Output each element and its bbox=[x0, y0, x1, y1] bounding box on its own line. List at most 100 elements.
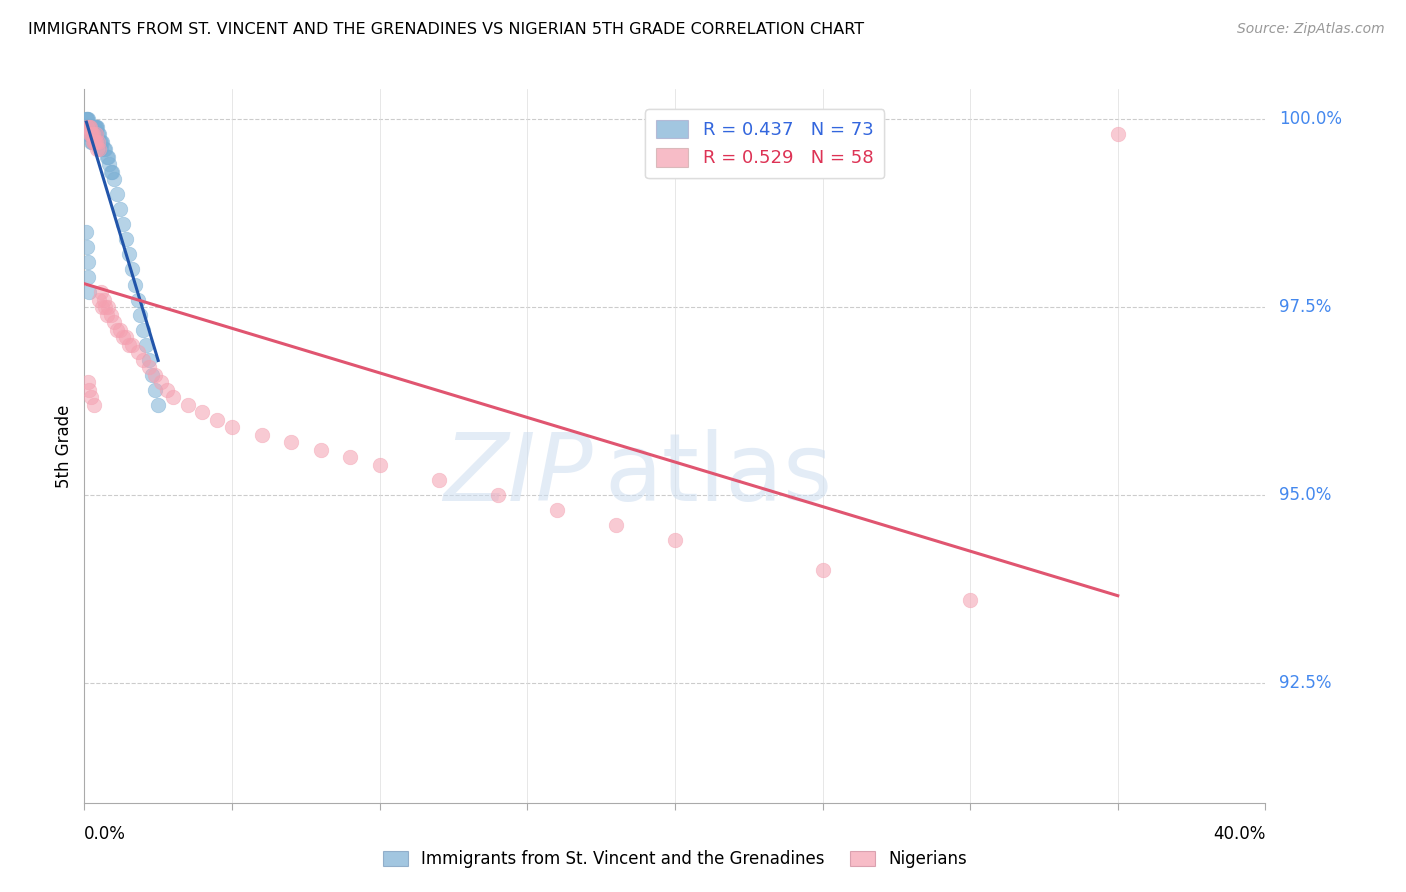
Point bbox=[83, 135, 105, 149]
Point bbox=[86, 135, 108, 149]
Point bbox=[79, 383, 101, 397]
Point bbox=[96, 308, 118, 322]
Text: 92.5%: 92.5% bbox=[1279, 673, 1331, 691]
Point bbox=[83, 128, 105, 142]
Point bbox=[162, 390, 184, 404]
Point bbox=[546, 503, 568, 517]
Point bbox=[76, 112, 98, 127]
Point bbox=[80, 135, 103, 149]
Point bbox=[76, 120, 98, 134]
Point bbox=[94, 300, 117, 314]
Point bbox=[135, 337, 157, 351]
Point bbox=[84, 120, 107, 134]
Text: Source: ZipAtlas.com: Source: ZipAtlas.com bbox=[1237, 22, 1385, 37]
Point bbox=[93, 142, 115, 156]
Point bbox=[80, 128, 103, 142]
Point bbox=[82, 135, 104, 149]
Point bbox=[77, 375, 100, 389]
Point bbox=[83, 135, 105, 149]
Point bbox=[79, 120, 101, 134]
Point bbox=[83, 120, 105, 134]
Point bbox=[118, 337, 141, 351]
Point bbox=[664, 533, 686, 547]
Point bbox=[105, 322, 128, 336]
Point bbox=[101, 165, 124, 179]
Legend: Immigrants from St. Vincent and the Grenadines, Nigerians: Immigrants from St. Vincent and the Gren… bbox=[377, 844, 973, 875]
Point bbox=[80, 128, 103, 142]
Point bbox=[96, 150, 118, 164]
Point bbox=[121, 262, 143, 277]
Point bbox=[339, 450, 361, 465]
Point bbox=[427, 473, 450, 487]
Point bbox=[82, 120, 104, 134]
Point bbox=[77, 120, 100, 134]
Point bbox=[80, 390, 103, 404]
Point bbox=[91, 300, 114, 314]
Point bbox=[90, 285, 112, 299]
Point bbox=[79, 120, 101, 134]
Point bbox=[79, 120, 101, 134]
Point bbox=[150, 375, 173, 389]
Point bbox=[76, 112, 98, 127]
Point bbox=[98, 157, 121, 171]
Text: IMMIGRANTS FROM ST. VINCENT AND THE GRENADINES VS NIGERIAN 5TH GRADE CORRELATION: IMMIGRANTS FROM ST. VINCENT AND THE GREN… bbox=[28, 22, 865, 37]
Point bbox=[76, 120, 98, 134]
Point bbox=[77, 112, 100, 127]
Point bbox=[77, 120, 100, 134]
Point bbox=[97, 150, 120, 164]
Point bbox=[84, 135, 107, 149]
Point bbox=[89, 135, 111, 149]
Point bbox=[86, 128, 108, 142]
Point bbox=[77, 128, 100, 142]
Point bbox=[82, 120, 104, 134]
Point bbox=[121, 337, 143, 351]
Text: 0.0%: 0.0% bbox=[84, 825, 127, 843]
Text: 40.0%: 40.0% bbox=[1213, 825, 1265, 843]
Point bbox=[605, 517, 627, 532]
Point bbox=[80, 135, 103, 149]
Point bbox=[84, 128, 107, 142]
Point bbox=[80, 128, 103, 142]
Point bbox=[114, 330, 136, 344]
Point bbox=[205, 413, 228, 427]
Point bbox=[75, 112, 97, 127]
Point bbox=[191, 405, 214, 419]
Point bbox=[84, 135, 107, 149]
Point bbox=[83, 128, 105, 142]
Text: atlas: atlas bbox=[605, 428, 832, 521]
Point bbox=[83, 135, 105, 149]
Point bbox=[77, 120, 100, 134]
Point bbox=[82, 128, 104, 142]
Y-axis label: 5th Grade: 5th Grade bbox=[55, 404, 73, 488]
Point bbox=[76, 128, 98, 142]
Point bbox=[132, 322, 155, 336]
Point bbox=[100, 308, 122, 322]
Point bbox=[111, 330, 134, 344]
Point bbox=[77, 285, 100, 299]
Point bbox=[368, 458, 391, 472]
Point bbox=[77, 120, 100, 134]
Point bbox=[221, 420, 243, 434]
Point bbox=[86, 120, 108, 134]
Point bbox=[280, 435, 302, 450]
Point bbox=[143, 383, 166, 397]
Point bbox=[129, 308, 152, 322]
Point bbox=[86, 142, 108, 156]
Point bbox=[1107, 128, 1129, 142]
Point bbox=[79, 128, 101, 142]
Point bbox=[486, 488, 509, 502]
Point bbox=[959, 593, 981, 607]
Point bbox=[82, 128, 104, 142]
Point bbox=[79, 120, 101, 134]
Point bbox=[84, 128, 107, 142]
Text: ZIP: ZIP bbox=[443, 429, 592, 520]
Legend: R = 0.437   N = 73, R = 0.529   N = 58: R = 0.437 N = 73, R = 0.529 N = 58 bbox=[645, 109, 884, 178]
Point bbox=[91, 135, 114, 149]
Point bbox=[87, 128, 111, 142]
Point bbox=[80, 120, 103, 134]
Point bbox=[105, 187, 128, 202]
Point bbox=[79, 128, 101, 142]
Point bbox=[84, 128, 107, 142]
Point bbox=[124, 277, 146, 292]
Point bbox=[111, 218, 134, 232]
